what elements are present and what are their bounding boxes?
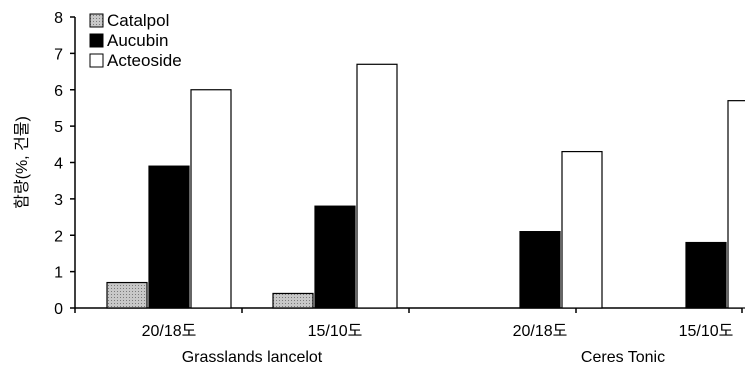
- y-tick-label: 5: [54, 119, 63, 136]
- y-tick-label: 2: [54, 228, 63, 245]
- legend-swatch-catalpol: [89, 13, 104, 28]
- y-tick-label: 3: [54, 192, 63, 209]
- bar-acteoside-0: Acteoside: 6: [190, 89, 232, 309]
- bar-catalpol-1: Catalpol: 0.4: [272, 292, 314, 309]
- y-tick-label: 0: [54, 301, 63, 318]
- y-tick-label: 4: [54, 156, 63, 173]
- group-label: Grasslands lancelot: [182, 349, 323, 366]
- bar-aucubin-2: Aucubin: 2.1: [519, 231, 561, 309]
- group-label: Ceres Tonic: [581, 349, 665, 366]
- legend-swatch-aucubin: [89, 33, 104, 48]
- bar-aucubin-1: Aucubin: 2.8: [314, 205, 356, 309]
- y-tick-label: 8: [54, 10, 63, 27]
- bar-acteoside-3: Acteoside: 5.7: [727, 100, 745, 309]
- x-tick-label: 20/18도: [513, 323, 568, 340]
- bar-aucubin-3: Aucubin: 1.8: [685, 241, 727, 309]
- axis-labels: 0 1 2 3 4 5 6 7 8 20/18도 15/10도 20/18도 15/10도 Grassla…: [13, 10, 733, 366]
- y-tick-label: 6: [54, 83, 63, 100]
- bar-acteoside-2: Acteoside: 4.3: [561, 150, 603, 309]
- bar-aucubin-0: Aucubin: 3.9: [148, 165, 190, 309]
- legend-label-catalpol: Catalpol: [107, 11, 169, 30]
- legend-label-aucubin: Aucubin: [107, 31, 168, 50]
- legend-label-acteoside: Acteoside: [107, 51, 182, 70]
- y-tick-label: 7: [54, 46, 63, 63]
- bar-catalpol-0: Catalpol: 0.7: [106, 281, 148, 309]
- x-tick-label: 15/10도: [679, 323, 734, 340]
- bar-acteoside-1: Acteoside: 6.7: [356, 63, 398, 309]
- x-tick-label: 20/18도: [142, 323, 197, 340]
- bars: Catalpol: 0.7 Catalpol: 0.4 Aucubin: 3.9 Au…: [106, 63, 745, 309]
- y-tick-label: 1: [54, 265, 63, 282]
- legend-swatch-acteoside: [89, 53, 104, 68]
- x-tick-label: 15/10도: [308, 323, 363, 340]
- y-axis-title: 함량(%, 건물): [13, 116, 31, 209]
